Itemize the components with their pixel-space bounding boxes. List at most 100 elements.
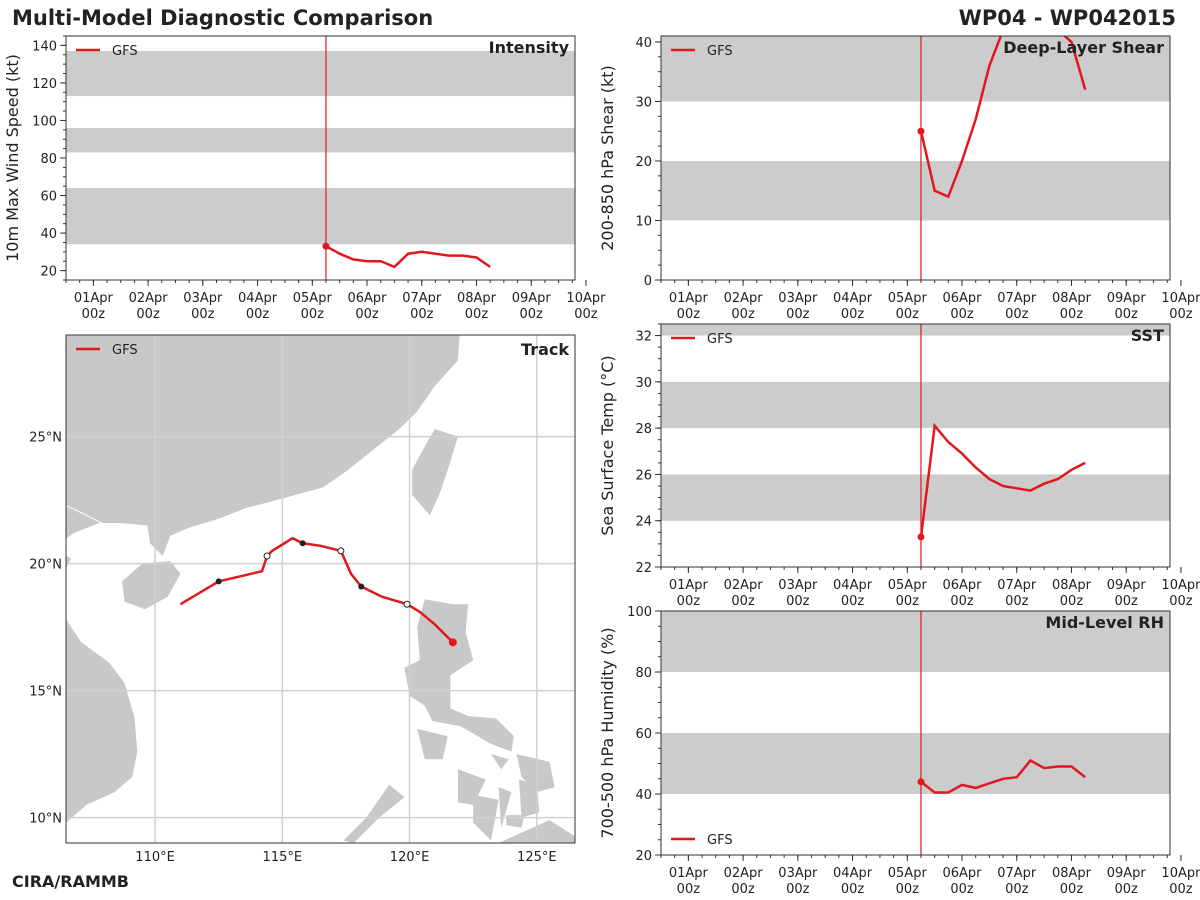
track-open-marker: [337, 547, 345, 555]
track-filled-marker: [215, 578, 222, 585]
initial-point: [917, 127, 925, 135]
land-luzon: [404, 599, 514, 752]
lon-tick-label: 125°E: [517, 850, 557, 865]
x-tick-label: 09Apr: [512, 291, 552, 306]
x-tick-label: 09Apr: [1107, 291, 1147, 306]
lat-tick-label: 20°N: [29, 558, 62, 573]
x-tick-label: 00z: [841, 594, 865, 609]
plot-frame: [660, 610, 1171, 856]
x-tick-label: 00z: [1169, 882, 1193, 897]
y-tick-label: 60: [635, 727, 652, 742]
x-tick-label: 00z: [731, 594, 755, 609]
series-line-gfs: [919, 36, 1087, 199]
land-panay: [457, 769, 486, 805]
credit-label: CIRA/RAMMB: [12, 872, 129, 891]
series-line-gfs: [325, 245, 491, 269]
panel-title: Mid-Level RH: [1045, 613, 1164, 632]
x-tick-label: 02Apr: [724, 291, 764, 306]
land-masbate: [491, 754, 509, 770]
x-tick-label: 01Apr: [74, 291, 114, 306]
x-tick-label: 08Apr: [1052, 866, 1092, 881]
x-tick-label: 06Apr: [942, 578, 982, 593]
y-tick-label: 80: [40, 152, 57, 167]
x-tick-label: 08Apr: [457, 291, 497, 306]
legend-label: GFS: [112, 343, 138, 358]
lat-tick-label: 15°N: [29, 685, 62, 700]
threshold-band: [661, 474, 1170, 521]
x-tick-label: 00z: [677, 594, 701, 609]
threshold-band: [661, 611, 1170, 672]
x-tick-label: 03Apr: [778, 291, 818, 306]
x-tick-label: 00z: [520, 307, 544, 322]
x-tick-label: 01Apr: [669, 291, 709, 306]
x-tick-label: 05Apr: [888, 578, 928, 593]
x-tick-label: 02Apr: [724, 578, 764, 593]
x-tick-label: 00z: [677, 307, 701, 322]
x-tick-label: 08Apr: [1052, 578, 1092, 593]
map-frame: [65, 334, 576, 844]
x-tick-label: 10Apr: [1161, 578, 1200, 593]
x-tick-label: 07Apr: [997, 291, 1037, 306]
x-tick-label: 00z: [1060, 594, 1084, 609]
x-tick-label: 04Apr: [833, 578, 873, 593]
y-tick-label: 40: [40, 227, 57, 242]
threshold-band: [66, 188, 575, 245]
x-tick-label: 00z: [786, 882, 810, 897]
x-tick-label: 05Apr: [888, 866, 928, 881]
track-filled-marker: [299, 540, 306, 547]
x-tick-label: 03Apr: [778, 578, 818, 593]
legend-label: GFS: [707, 332, 733, 347]
threshold-band: [661, 381, 1170, 429]
x-tick-label: 10Apr: [566, 291, 606, 306]
x-tick-label: 09Apr: [1107, 578, 1147, 593]
x-tick-label: 00z: [574, 307, 598, 322]
x-tick-label: 04Apr: [833, 291, 873, 306]
plot-frame: [65, 35, 576, 281]
x-tick-label: 05Apr: [888, 291, 928, 306]
map-layer: [66, 335, 575, 843]
y-tick-label: 30: [635, 95, 652, 110]
x-tick-label: 04Apr: [833, 866, 873, 881]
x-tick-label: 01Apr: [669, 578, 709, 593]
threshold-band: [661, 36, 1170, 102]
lon-tick-label: 115°E: [263, 850, 303, 865]
x-tick-label: 00z: [1169, 307, 1193, 322]
storm-id: WP04 - WP042015: [958, 6, 1176, 30]
track-filled-marker: [358, 583, 365, 590]
x-tick-label: 00z: [1060, 307, 1084, 322]
x-tick-label: 00z: [410, 307, 434, 322]
legend-label: GFS: [112, 44, 138, 59]
plot-frame: [660, 35, 1171, 281]
y-axis-label: 700-500 hPa Humidity (%): [598, 627, 617, 838]
x-tick-label: 00z: [950, 882, 974, 897]
series-line-gfs: [919, 422, 1086, 538]
x-tick-label: 00z: [246, 307, 270, 322]
y-tick-label: 20: [40, 265, 57, 280]
lat-tick-label: 25°N: [29, 431, 62, 446]
x-tick-label: 00z: [841, 307, 865, 322]
y-tick-label: 10: [635, 214, 652, 229]
y-tick-label: 80: [635, 666, 652, 681]
initial-point: [322, 242, 330, 250]
y-tick-label: 60: [40, 190, 57, 205]
land-palawan: [343, 784, 405, 843]
x-tick-label: 00z: [1169, 594, 1193, 609]
y-tick-label: 26: [635, 468, 652, 483]
x-tick-label: 00z: [950, 594, 974, 609]
y-tick-label: 120: [32, 77, 57, 92]
x-tick-label: 00z: [896, 882, 920, 897]
y-tick-label: 40: [635, 36, 652, 51]
x-tick-label: 03Apr: [778, 866, 818, 881]
x-tick-label: 00z: [355, 307, 379, 322]
x-tick-label: 01Apr: [669, 866, 709, 881]
track-initial-point: [448, 638, 457, 647]
threshold-band: [66, 127, 575, 153]
y-tick-label: 20: [635, 155, 652, 170]
threshold-band: [661, 160, 1170, 221]
threshold-band: [66, 51, 575, 97]
track-open-marker: [403, 600, 411, 608]
x-tick-label: 00z: [786, 307, 810, 322]
